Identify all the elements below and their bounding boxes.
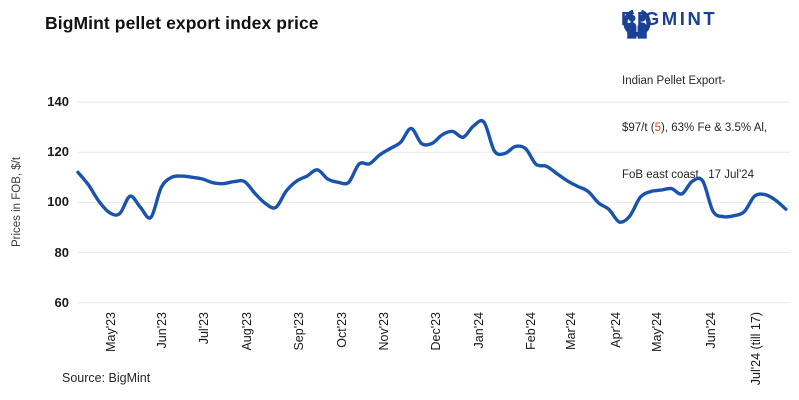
x-tick-label: Aug'23 xyxy=(239,312,254,351)
price-line-series xyxy=(76,118,788,224)
y-tick-label: 60 xyxy=(54,294,69,310)
x-tick-label: Jun'24 xyxy=(703,312,718,349)
y-tick-label: 120 xyxy=(47,144,69,160)
x-tick-label: Jun'23 xyxy=(155,312,170,349)
annotation-line-2: $97/t (5), 63% Fe & 3.5% Al, xyxy=(622,121,768,134)
x-tick-label: Apr'24 xyxy=(609,312,624,348)
bigmint-logo-icon xyxy=(623,8,651,39)
x-tick-label: Oct'23 xyxy=(335,312,350,348)
page-title: BigMint pellet export index price xyxy=(45,13,319,33)
y-tick-label: 140 xyxy=(47,94,69,110)
x-tick-label: May'24 xyxy=(649,312,664,352)
x-tick-label: Sep'23 xyxy=(291,312,306,351)
price-change-value: 5 xyxy=(654,121,662,134)
bigmint-logo: BIGMINT xyxy=(621,8,717,39)
annotation-line-1: Indian Pellet Export- xyxy=(622,74,726,87)
x-tick-label: May'23 xyxy=(104,312,119,352)
x-tick-label: Jul'24 (till 17) xyxy=(748,312,763,386)
y-tick-label: 80 xyxy=(54,244,69,260)
y-tick-label: 100 xyxy=(47,194,69,210)
source-note: Source: BigMint xyxy=(62,371,151,385)
x-tick-label: Mar'24 xyxy=(564,312,579,350)
x-tick-label: Nov'23 xyxy=(377,312,392,351)
x-tick-label: Jul'23 xyxy=(197,312,211,345)
x-tick-label: Jan'24 xyxy=(471,312,486,349)
x-tick-label: Feb'24 xyxy=(523,312,538,350)
x-tick-label: Dec'23 xyxy=(429,312,444,351)
